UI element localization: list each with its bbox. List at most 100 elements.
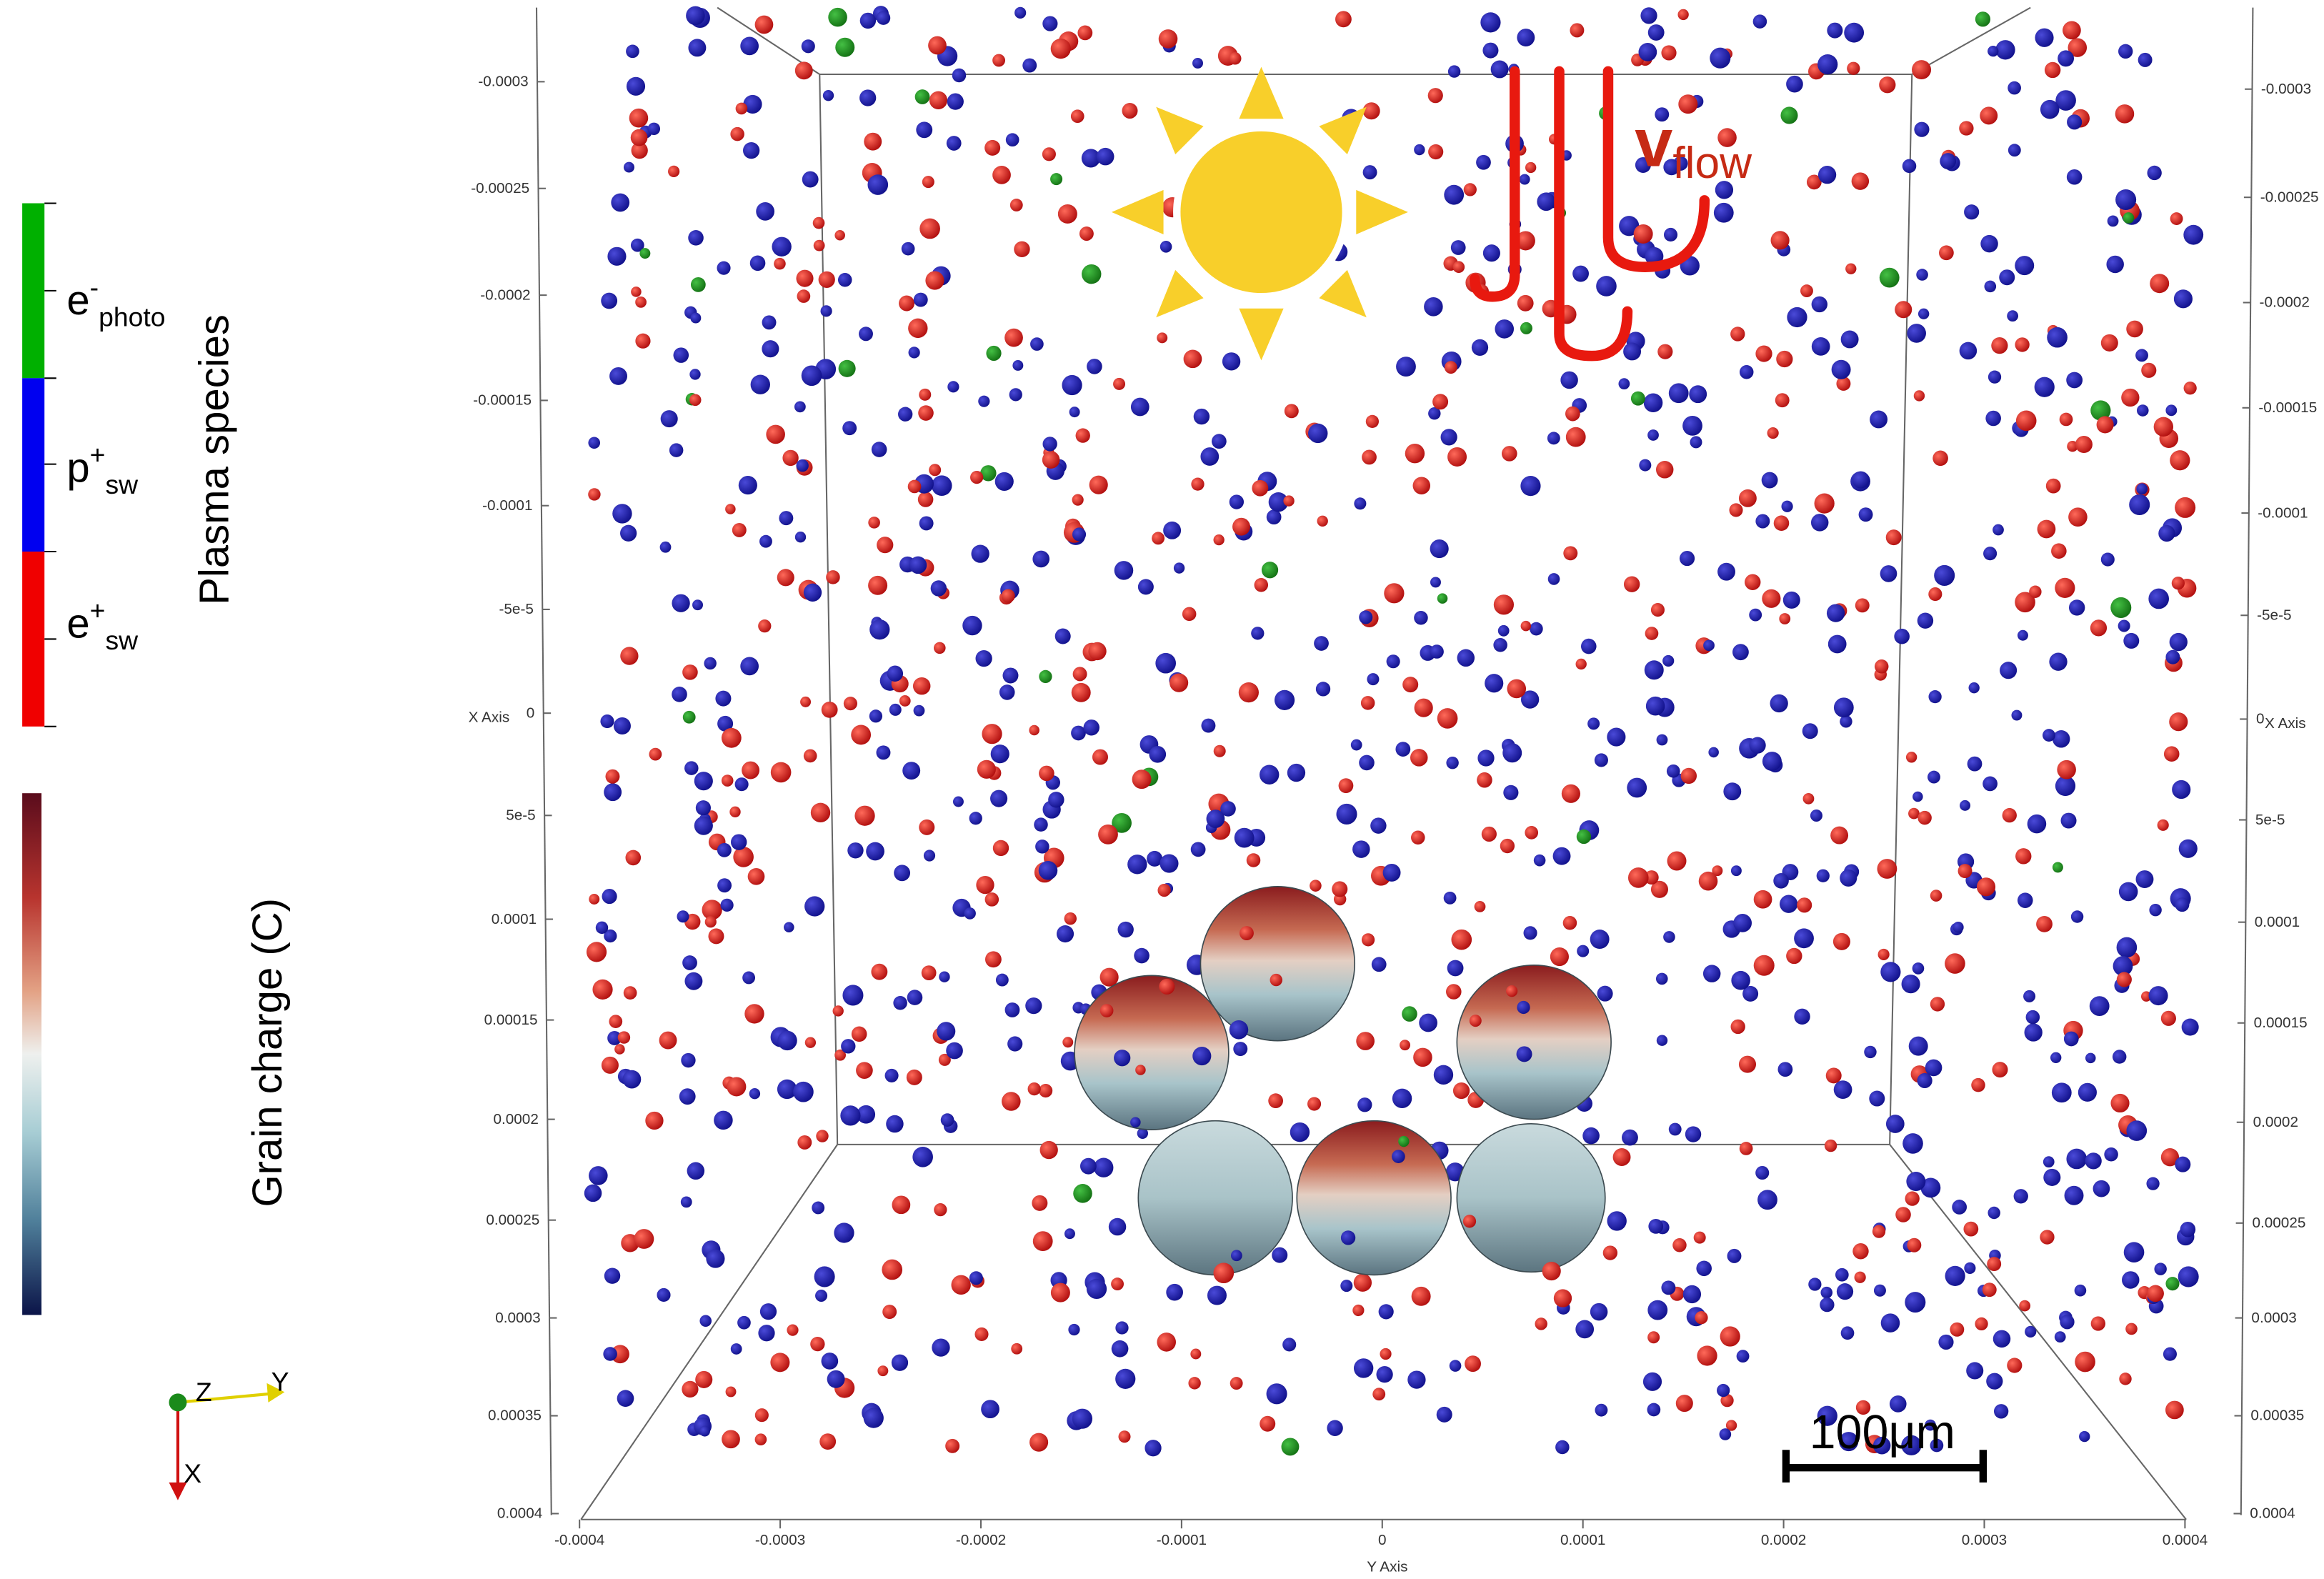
particle xyxy=(2035,29,2053,47)
particle xyxy=(1398,1136,1409,1147)
particle xyxy=(1039,861,1058,880)
particle xyxy=(611,194,629,212)
particle xyxy=(2036,916,2053,932)
particle xyxy=(946,1042,963,1060)
particle xyxy=(1628,867,1649,888)
particle xyxy=(1434,1065,1453,1085)
particle xyxy=(1534,855,1546,867)
particle xyxy=(620,525,637,542)
particle xyxy=(1188,1377,1200,1389)
particle xyxy=(2117,972,2132,987)
particle xyxy=(1988,46,1998,56)
particle xyxy=(717,878,732,892)
particle xyxy=(1336,804,1357,825)
particle xyxy=(1287,764,1305,782)
particle xyxy=(1213,534,1224,545)
particle xyxy=(1247,853,1261,867)
particle xyxy=(1902,1133,1923,1154)
particle xyxy=(859,327,873,341)
particle xyxy=(1507,679,1526,699)
left-tick-label: -0.0002 xyxy=(480,287,530,303)
particle xyxy=(1886,529,1902,545)
particle xyxy=(1111,1277,1124,1290)
particle xyxy=(1582,1127,1600,1145)
left-tick-label: -0.00015 xyxy=(473,392,532,409)
particle xyxy=(827,1370,845,1388)
particle xyxy=(1100,1004,1114,1017)
particle xyxy=(1413,1048,1432,1067)
particle xyxy=(1656,461,1673,478)
particle xyxy=(802,39,815,53)
particle xyxy=(1739,489,1757,507)
particle xyxy=(925,272,944,290)
particle xyxy=(1006,133,1019,146)
particle xyxy=(814,240,825,251)
particle xyxy=(1432,394,1448,409)
particle xyxy=(1672,1238,1687,1252)
particle xyxy=(1720,1326,1740,1346)
particle xyxy=(777,569,794,586)
particle xyxy=(1057,925,1074,942)
particle xyxy=(1400,1040,1410,1050)
particle xyxy=(1845,264,1856,274)
particle xyxy=(1014,241,1029,257)
bottom-tick-label: 0.0001 xyxy=(1560,1532,1605,1548)
particle xyxy=(1034,817,1048,832)
particle xyxy=(1685,1126,1701,1142)
particle xyxy=(689,394,702,406)
bottom-tick-label: 0.0003 xyxy=(1962,1532,2007,1548)
particle xyxy=(2040,100,2060,119)
particle xyxy=(614,717,631,734)
particle xyxy=(715,691,731,707)
particle xyxy=(877,745,891,759)
particle xyxy=(1231,1250,1242,1261)
species-label: e+sw xyxy=(66,595,139,654)
particle xyxy=(821,305,832,317)
particle xyxy=(2065,1186,2084,1205)
particle xyxy=(2161,1011,2176,1026)
particle xyxy=(639,248,650,259)
particle xyxy=(1114,1050,1130,1066)
particle xyxy=(742,762,759,779)
particle xyxy=(882,1260,902,1280)
particle xyxy=(1207,1286,1227,1305)
particle xyxy=(587,942,607,962)
particle xyxy=(1064,912,1077,925)
particle xyxy=(2000,662,2017,679)
particle xyxy=(1464,183,1477,196)
right-tick-label: 5e-5 xyxy=(2255,812,2285,828)
particle xyxy=(2066,372,2083,389)
particle xyxy=(1477,749,1494,766)
particle xyxy=(686,6,705,26)
particle xyxy=(877,11,891,25)
particle xyxy=(1623,343,1641,361)
charge-colorbar xyxy=(22,793,41,1315)
particle xyxy=(1341,1230,1355,1245)
particle xyxy=(889,704,902,716)
particle xyxy=(1062,1037,1073,1047)
particle xyxy=(1696,1261,1712,1277)
particle xyxy=(1683,1285,1701,1303)
particle xyxy=(2050,1052,2061,1063)
particle xyxy=(815,1290,827,1302)
particle xyxy=(604,783,622,801)
particle xyxy=(1818,166,1836,184)
particle xyxy=(1441,429,1457,445)
particle xyxy=(695,1371,712,1388)
particle xyxy=(1428,144,1443,159)
particle xyxy=(584,1185,602,1202)
particle xyxy=(919,389,931,401)
particle xyxy=(1415,699,1433,717)
particle xyxy=(1384,583,1404,603)
particle xyxy=(919,516,934,530)
particle xyxy=(969,812,982,825)
particle xyxy=(892,1195,911,1214)
particle xyxy=(1548,573,1560,585)
particle xyxy=(804,749,817,763)
particle xyxy=(2067,169,2083,185)
particle xyxy=(2061,813,2077,829)
particle xyxy=(1157,1333,1176,1352)
particle xyxy=(758,619,771,632)
particle xyxy=(1638,43,1657,61)
particle xyxy=(1983,1282,1997,1297)
